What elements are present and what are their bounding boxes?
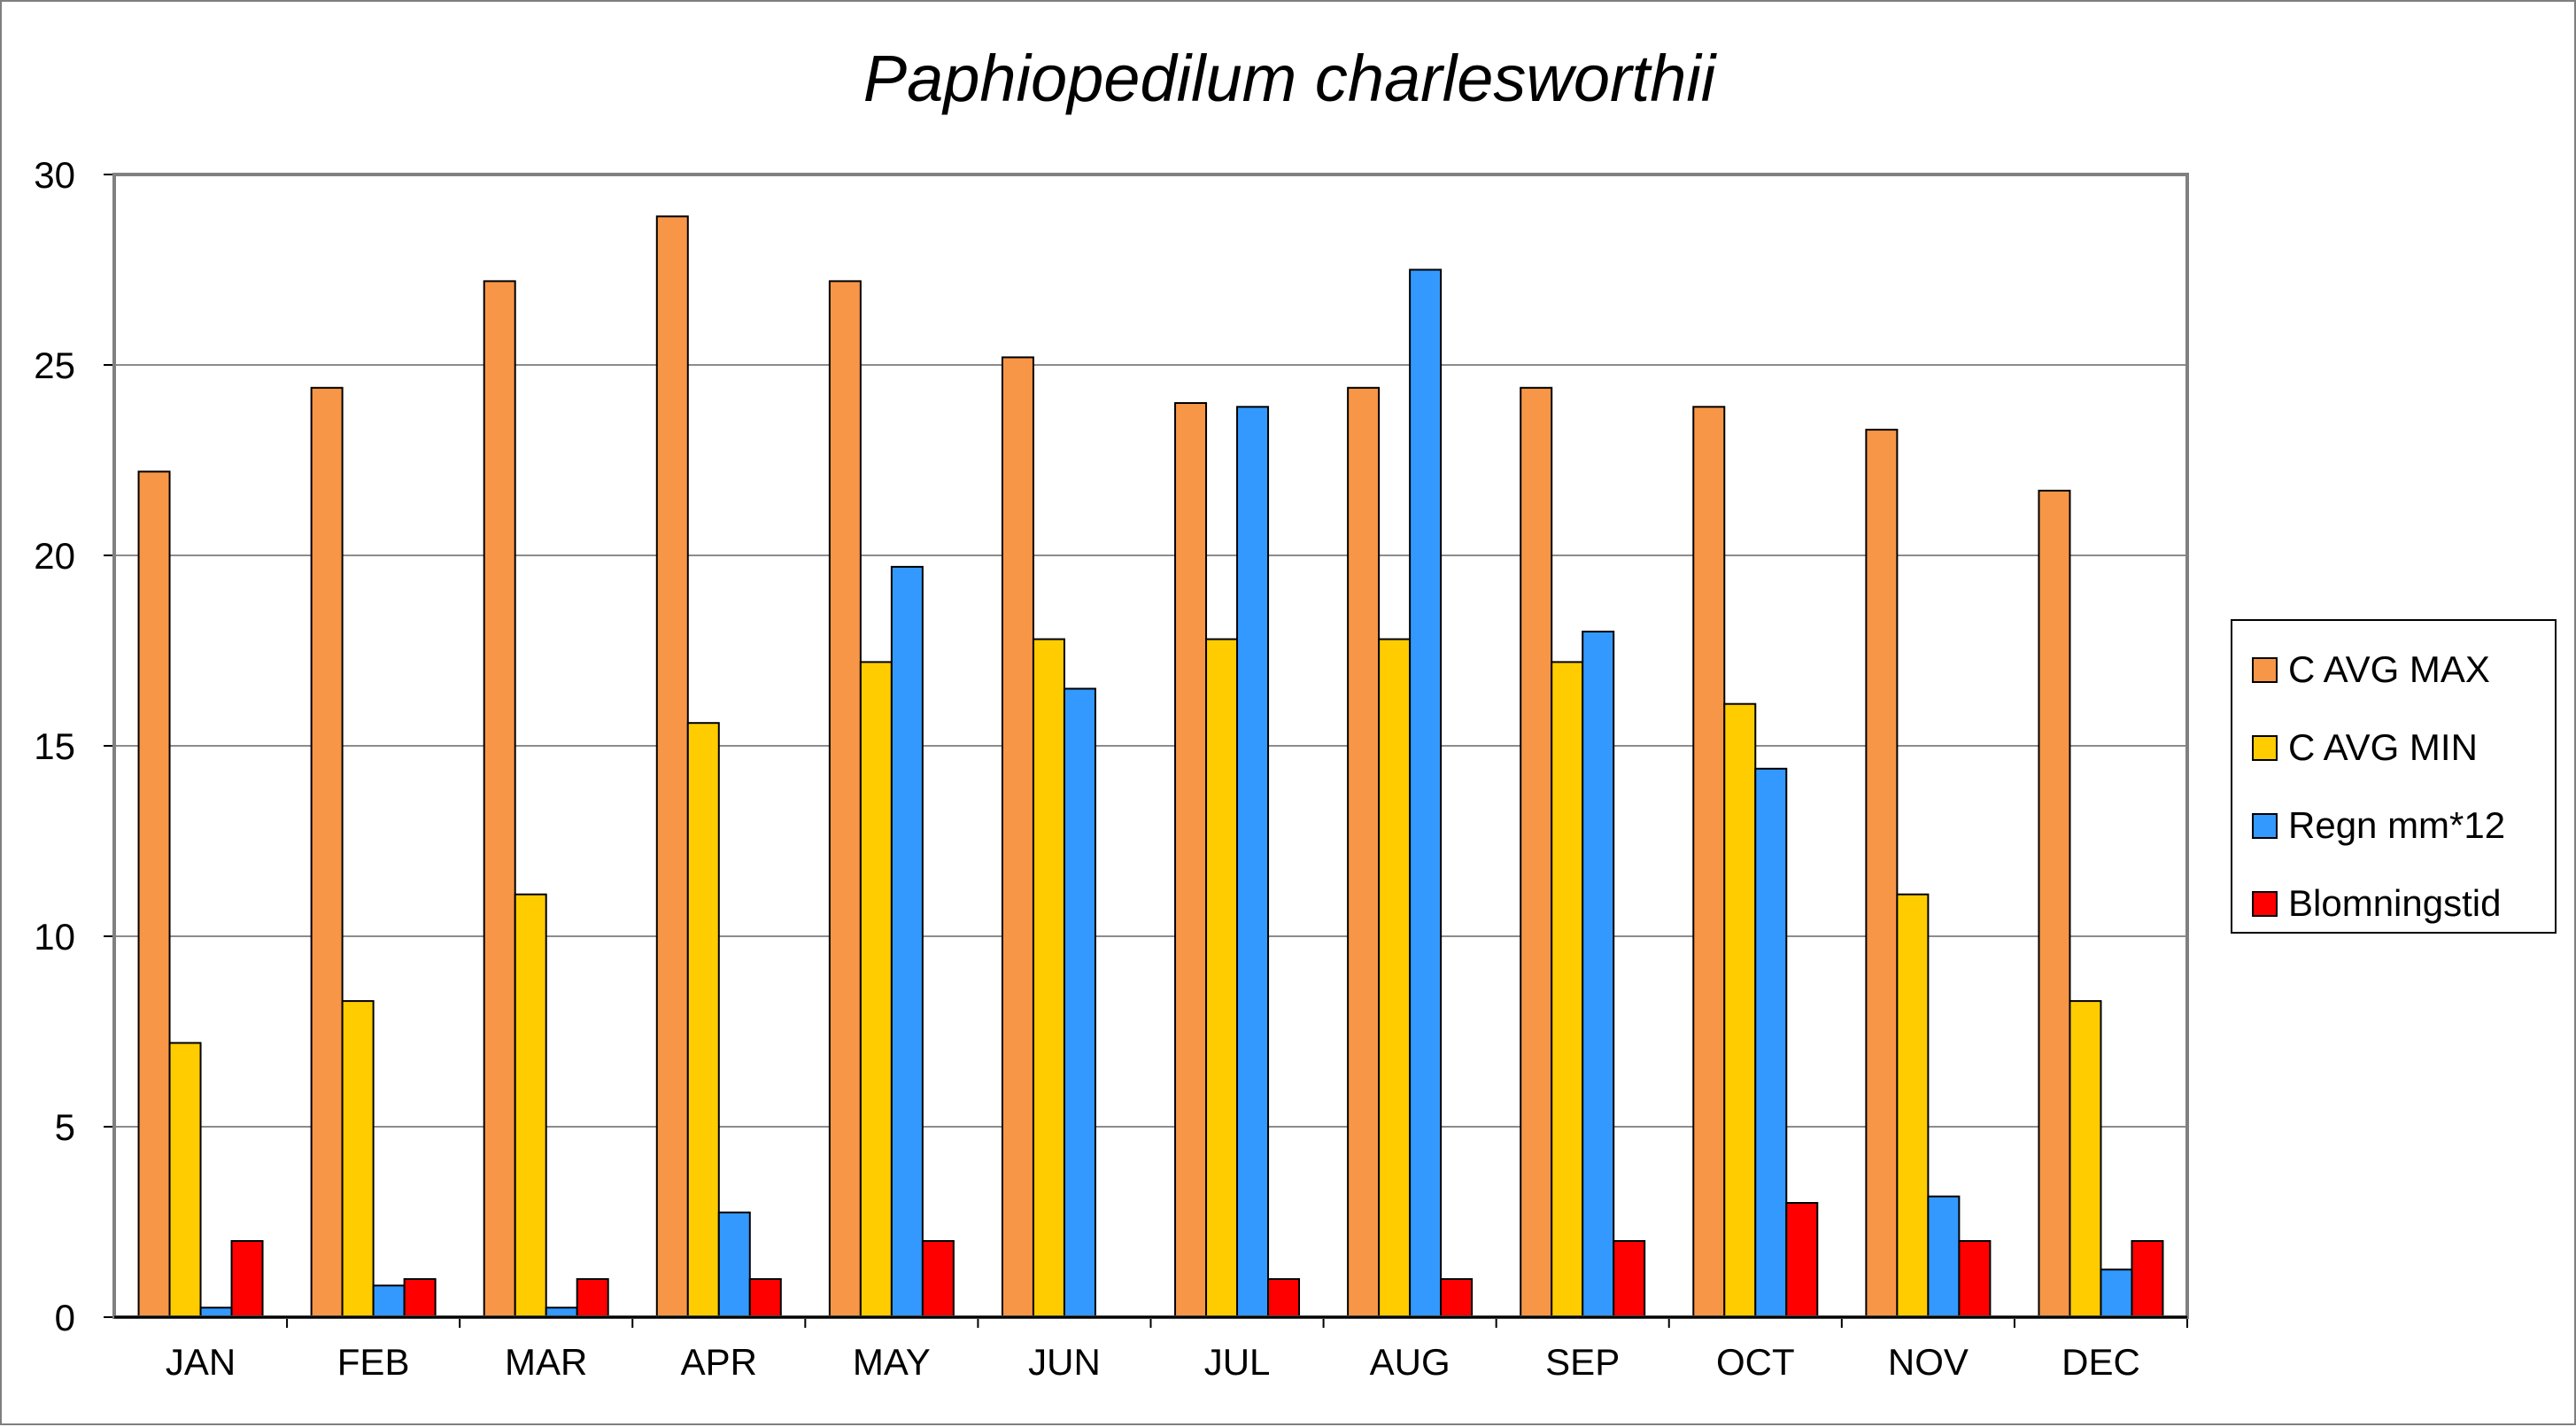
legend-label: C AVG MIN xyxy=(2288,726,2478,768)
y-tick-label: 20 xyxy=(34,535,75,577)
legend-label: Blomningstid xyxy=(2288,882,2501,924)
bar-c-avg-max-apr xyxy=(655,215,689,1318)
legend-swatch xyxy=(2252,657,2278,683)
chart-title: Paphiopedilum charlesworthii xyxy=(863,42,1718,115)
bar-blomningstid-oct xyxy=(1785,1202,1819,1318)
y-tick-label: 15 xyxy=(34,725,75,767)
legend-item-c-avg-min: C AVG MIN xyxy=(2252,726,2478,768)
bar-regn-mm-12-sep xyxy=(1582,631,1615,1318)
bar-c-avg-max-dec xyxy=(2038,489,2071,1318)
x-tick-label: NOV xyxy=(1888,1341,1969,1383)
legend-label: C AVG MAX xyxy=(2288,648,2490,690)
legend-item-regn-mm-12: Regn mm*12 xyxy=(2252,804,2505,846)
bar-c-avg-max-oct xyxy=(1692,406,1726,1318)
bar-c-avg-max-sep xyxy=(1520,386,1553,1318)
legend-swatch xyxy=(2252,735,2278,761)
bar-blomningstid-sep xyxy=(1613,1240,1646,1318)
bar-blomningstid-nov xyxy=(1958,1240,1992,1318)
legend-item-blomningstid: Blomningstid xyxy=(2252,882,2501,924)
gridlines xyxy=(114,174,2187,1317)
x-tick-label: JAN xyxy=(166,1341,236,1383)
x-tick-label: APR xyxy=(681,1341,757,1383)
bar-c-avg-min-feb xyxy=(341,1000,375,1318)
x-tick-label: FEB xyxy=(337,1341,410,1383)
bar-regn-mm-12-may xyxy=(890,565,924,1318)
x-tick-label: DEC xyxy=(2062,1341,2140,1383)
legend-swatch xyxy=(2252,813,2278,839)
x-tick-label: MAY xyxy=(853,1341,931,1383)
bar-regn-mm-12-jun xyxy=(1063,687,1096,1318)
bar-c-avg-max-aug xyxy=(1347,386,1381,1318)
bar-regn-mm-12-feb xyxy=(372,1284,406,1319)
bar-c-avg-max-jul xyxy=(1174,402,1208,1318)
bar-regn-mm-12-nov xyxy=(1927,1195,1961,1318)
bar-blomningstid-feb xyxy=(403,1278,437,1318)
x-tick-label: OCT xyxy=(1716,1341,1795,1383)
bar-blomningstid-mar xyxy=(576,1278,609,1318)
bar-regn-mm-12-aug xyxy=(1409,268,1443,1318)
bar-blomningstid-aug xyxy=(1440,1278,1474,1318)
x-tick-label: JUL xyxy=(1204,1341,1271,1383)
bar-c-avg-min-dec xyxy=(2069,1000,2102,1318)
y-tick-label: 5 xyxy=(55,1106,75,1148)
bar-c-avg-min-nov xyxy=(1896,893,1930,1318)
bar-blomningstid-jul xyxy=(1267,1278,1301,1318)
bar-c-avg-min-mar xyxy=(514,893,547,1318)
bar-c-avg-max-mar xyxy=(483,280,516,1318)
legend-label: Regn mm*12 xyxy=(2288,804,2505,846)
bar-blomningstid-jan xyxy=(230,1240,264,1318)
bar-c-avg-min-apr xyxy=(686,722,720,1318)
bar-c-avg-max-feb xyxy=(310,386,344,1318)
bar-regn-mm-12-oct xyxy=(1754,767,1788,1318)
axes: 0 5 10 15 20 25 30 JAN FEB MAR APR MAY JUN JUL AUG SEP O… xyxy=(34,154,2189,1383)
bar-regn-mm-12-dec xyxy=(2100,1268,2133,1318)
x-tick-label: SEP xyxy=(1545,1341,1620,1383)
x-tick-label: MAR xyxy=(505,1341,587,1383)
bar-c-avg-max-jun xyxy=(1001,356,1034,1318)
bar-c-avg-min-jan xyxy=(168,1042,202,1319)
bar-c-avg-max-nov xyxy=(1865,429,1899,1319)
bar-c-avg-max-may xyxy=(828,280,862,1318)
legend-box xyxy=(2231,619,2557,934)
bar-regn-mm-12-jul xyxy=(1236,406,1270,1318)
y-tick-label: 30 xyxy=(34,154,75,196)
bar-c-avg-min-aug xyxy=(1378,638,1412,1318)
x-tick-label: AUG xyxy=(1370,1341,1450,1383)
bar-blomningstid-dec xyxy=(2131,1240,2164,1318)
bar-blomningstid-apr xyxy=(748,1278,782,1318)
bar-c-avg-min-may xyxy=(859,661,893,1318)
legend: C AVG MAX C AVG MIN Regn mm*12 Blomningstid xyxy=(2231,619,2557,934)
legend-swatch xyxy=(2252,891,2278,917)
bar-c-avg-min-jul xyxy=(1205,638,1239,1318)
bar-c-avg-max-jan xyxy=(137,470,171,1318)
legend-item-c-avg-max: C AVG MAX xyxy=(2252,648,2490,690)
bar-c-avg-min-oct xyxy=(1723,702,1757,1318)
bar-blomningstid-may xyxy=(921,1240,955,1318)
y-tick-label: 25 xyxy=(34,345,75,386)
bar-c-avg-min-jun xyxy=(1032,638,1065,1318)
bar-c-avg-min-sep xyxy=(1551,661,1584,1318)
bar-regn-mm-12-apr xyxy=(717,1211,751,1318)
y-tick-label: 10 xyxy=(34,916,75,958)
bars xyxy=(137,215,2164,1319)
x-tick-label: JUN xyxy=(1028,1341,1101,1383)
y-tick-label: 0 xyxy=(55,1297,75,1338)
